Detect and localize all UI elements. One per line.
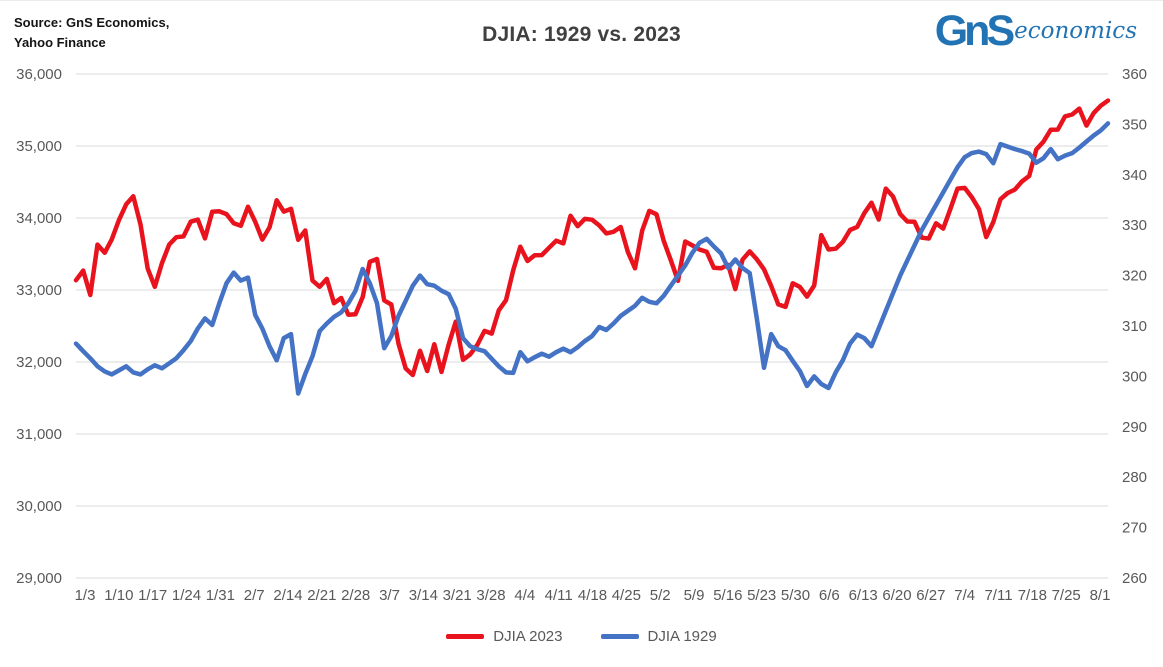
x-axis-tick-label: 4/11 <box>545 587 573 604</box>
x-axis-tick-label: 4/18 <box>578 587 607 604</box>
x-axis-tick-label: 5/2 <box>650 587 671 604</box>
left-axis-tick-label: 34,000 <box>16 210 62 227</box>
x-axis-tick-label: 2/7 <box>244 587 265 604</box>
source-note: Source: GnS Economics, Yahoo Finance <box>14 13 169 52</box>
x-axis-tick-label: 5/23 <box>747 587 776 604</box>
left-axis-tick-label: 31,000 <box>16 426 62 443</box>
right-axis-tick-label: 320 <box>1122 268 1147 285</box>
x-axis-tick-label: 3/7 <box>379 587 400 604</box>
x-axis-tick-label: 6/13 <box>849 587 878 604</box>
left-axis-tick-label: 36,000 <box>16 66 62 83</box>
right-axis-tick-label: 280 <box>1122 469 1147 486</box>
left-axis-tick-label: 33,000 <box>16 282 62 299</box>
source-line-2: Yahoo Finance <box>14 34 106 50</box>
x-axis-tick-label: 1/10 <box>104 587 133 604</box>
right-axis-tick-label: 290 <box>1122 419 1147 436</box>
series-line-djia-2023 <box>73 98 1111 378</box>
x-axis-tick-label: 1/31 <box>206 587 235 604</box>
x-axis-tick-label: 2/14 <box>273 587 302 604</box>
right-axis-tick-label: 270 <box>1122 520 1147 537</box>
x-axis-tick-label: 3/28 <box>476 587 505 604</box>
x-axis-tick-label: 4/4 <box>514 587 535 604</box>
x-axis-tick-label: 2/28 <box>341 587 370 604</box>
x-axis-tick-label: 6/6 <box>819 587 840 604</box>
line-chart-plot-area: 29,000 30,000 31,000 32,000 33,000 34,000 35,0… <box>16 66 1147 604</box>
x-axis-tick-label: 7/4 <box>954 587 975 604</box>
right-axis-tick-label: 260 <box>1122 570 1147 587</box>
source-line-1: Source: GnS Economics, <box>14 15 170 30</box>
x-axis-tick-label: 6/20 <box>882 587 911 604</box>
logo-gns-monogram: GnS <box>934 7 1015 55</box>
right-axis-tick-label: 360 <box>1122 66 1147 83</box>
x-axis-tick-label: 1/17 <box>138 587 167 604</box>
right-axis-tick-label: 340 <box>1122 167 1147 184</box>
right-axis-tick-label: 330 <box>1122 217 1147 234</box>
legend-line-swatch-red <box>446 634 485 639</box>
x-axis-tick-label: 5/16 <box>713 587 742 604</box>
x-axis-tick-label: 2/21 <box>307 587 336 604</box>
x-axis-tick-label: 4/25 <box>612 587 641 604</box>
left-axis-tick-label: 29,000 <box>16 570 62 587</box>
x-axis-tick-label: 3/21 <box>443 587 472 604</box>
x-axis-tick-label: 7/18 <box>1018 587 1047 604</box>
chart-title: DJIA: 1929 vs. 2023 <box>482 23 681 46</box>
left-axis-tick-label: 32,000 <box>16 354 62 371</box>
series-line-djia-1929 <box>73 121 1111 396</box>
x-axis-tick-label: 1/3 <box>75 587 96 604</box>
logo-economics-wordmark: economics <box>1014 18 1137 44</box>
left-axis-tick-label: 30,000 <box>16 498 62 515</box>
right-axis-tick-label: 350 <box>1122 116 1147 133</box>
x-axis-tick-label: 7/11 <box>984 587 1012 604</box>
gns-economics-logo: GnS economics <box>935 7 1137 56</box>
legend-label-djia-2023: DJIA 2023 <box>493 628 563 645</box>
right-axis-tick-label: 310 <box>1122 318 1147 335</box>
x-axis-tick-label: 1/24 <box>172 587 201 604</box>
legend-line-swatch-blue <box>600 634 639 639</box>
chart-legend: DJIA 2023 DJIA 1929 <box>0 628 1163 645</box>
legend-label-djia-1929: DJIA 1929 <box>647 628 717 645</box>
left-axis-tick-label: 35,000 <box>16 138 62 155</box>
x-axis-tick-label: 7/25 <box>1052 587 1081 604</box>
x-axis-tick-label: 5/30 <box>781 587 810 604</box>
x-axis-tick-label: 6/27 <box>916 587 945 604</box>
legend-item-djia-1929: DJIA 1929 <box>600 628 717 645</box>
legend-item-djia-2023: DJIA 2023 <box>446 628 563 645</box>
right-axis-tick-label: 300 <box>1122 368 1147 385</box>
x-axis-tick-label: 5/9 <box>684 587 705 604</box>
x-axis-tick-label: 8/1 <box>1090 587 1111 604</box>
x-axis-tick-label: 3/14 <box>409 587 438 604</box>
